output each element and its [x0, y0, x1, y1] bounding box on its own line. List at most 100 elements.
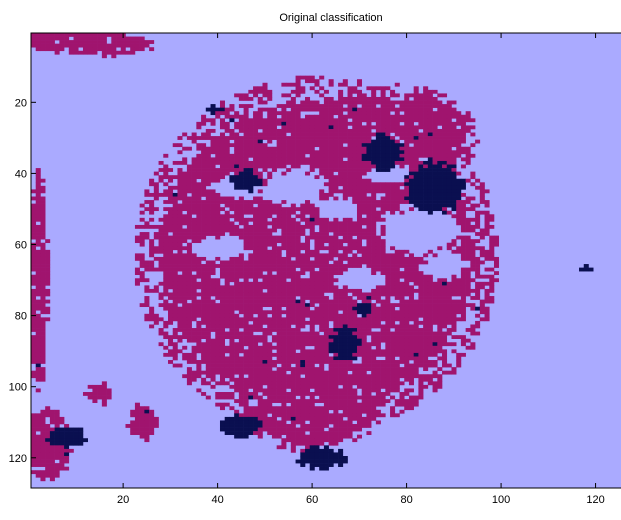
- heatmap-cell: [347, 121, 353, 126]
- heatmap-cell: [224, 157, 230, 162]
- heatmap-cell: [243, 285, 249, 290]
- heatmap-cell: [385, 381, 391, 386]
- heatmap-cell: [191, 292, 197, 297]
- heatmap-cell: [323, 171, 329, 176]
- heatmap-cell: [338, 125, 344, 130]
- heatmap-cell: [101, 388, 107, 393]
- heatmap-cell: [186, 324, 192, 329]
- heatmap-cell: [201, 136, 207, 140]
- heatmap-cell: [271, 360, 277, 364]
- heatmap-cell: [361, 402, 367, 407]
- heatmap-cell: [219, 221, 225, 226]
- heatmap-cell: [404, 111, 410, 116]
- heatmap-cell: [323, 395, 329, 400]
- heatmap-cell: [262, 160, 268, 165]
- heatmap-cell: [191, 224, 197, 229]
- heatmap-cell: [262, 278, 268, 283]
- heatmap-cell: [215, 320, 221, 325]
- heatmap-cell: [215, 153, 221, 158]
- heatmap-cell: [253, 381, 259, 386]
- heatmap-cell: [413, 264, 419, 268]
- heatmap-cell: [281, 370, 287, 375]
- heatmap-cell: [257, 267, 263, 272]
- heatmap-cell: [290, 128, 296, 133]
- heatmap-cell: [309, 399, 315, 403]
- heatmap-cell: [356, 224, 362, 229]
- heatmap-cell: [205, 288, 211, 293]
- heatmap-cell: [314, 232, 320, 236]
- heatmap-cell: [40, 271, 46, 276]
- heatmap-cell: [347, 104, 353, 108]
- heatmap-cell: [177, 328, 183, 332]
- heatmap-cell: [305, 157, 311, 162]
- heatmap-cell: [276, 203, 282, 208]
- heatmap-cell: [168, 313, 174, 318]
- heatmap-cell: [276, 132, 282, 137]
- heatmap-cell: [295, 143, 301, 148]
- heatmap-cell: [437, 192, 443, 197]
- heatmap-cell: [248, 349, 254, 354]
- heatmap-cell: [243, 342, 249, 347]
- heatmap-cell: [219, 153, 225, 158]
- heatmap-cell: [309, 370, 315, 375]
- heatmap-cell: [243, 232, 249, 236]
- heatmap-cell: [319, 143, 325, 148]
- heatmap-cell: [413, 299, 419, 304]
- heatmap-cell: [186, 267, 192, 272]
- heatmap-cell: [394, 150, 400, 155]
- heatmap-cell: [295, 303, 301, 308]
- heatmap-cell: [186, 146, 192, 151]
- heatmap-cell: [234, 413, 240, 418]
- heatmap-cell: [267, 360, 273, 364]
- heatmap-cell: [31, 310, 37, 315]
- heatmap-cell: [163, 175, 169, 180]
- heatmap-cell: [196, 360, 202, 364]
- heatmap-cell: [182, 267, 188, 272]
- heatmap-cell: [328, 413, 334, 418]
- heatmap-cell: [267, 402, 273, 407]
- heatmap-cell: [267, 381, 273, 386]
- heatmap-cell: [460, 285, 466, 290]
- heatmap-cell: [290, 203, 296, 208]
- heatmap-cell: [257, 207, 263, 212]
- heatmap-cell: [238, 136, 244, 140]
- heatmap-cell: [385, 281, 391, 286]
- heatmap-cell: [305, 235, 311, 240]
- heatmap-cell: [361, 235, 367, 240]
- heatmap-cell: [328, 392, 334, 396]
- heatmap-cell: [243, 406, 249, 411]
- heatmap-cell: [356, 416, 362, 421]
- heatmap-cell: [168, 224, 174, 229]
- heatmap-cell: [149, 200, 155, 204]
- heatmap-cell: [361, 96, 367, 101]
- heatmap-cell: [205, 320, 211, 325]
- heatmap-cell: [446, 342, 452, 347]
- heatmap-cell: [323, 107, 329, 112]
- heatmap-cell: [177, 313, 183, 318]
- heatmap-cell: [153, 313, 159, 318]
- heatmap-cell: [361, 399, 367, 403]
- heatmap-cell: [390, 338, 396, 343]
- heatmap-cell: [196, 345, 202, 350]
- heatmap-cell: [328, 143, 334, 148]
- heatmap-cell: [267, 203, 273, 208]
- heatmap-cell: [314, 356, 320, 361]
- heatmap-cell: [40, 367, 46, 371]
- heatmap-cell: [375, 292, 381, 297]
- heatmap-cell: [205, 160, 211, 165]
- heatmap-cell: [404, 200, 410, 204]
- heatmap-cell: [257, 320, 263, 325]
- heatmap-cell: [40, 267, 46, 272]
- heatmap-cell: [243, 203, 249, 208]
- heatmap-cell: [446, 296, 452, 300]
- heatmap-cell: [451, 125, 457, 130]
- heatmap-cell: [177, 160, 183, 165]
- heatmap-cell: [361, 104, 367, 108]
- heatmap-cell: [286, 125, 292, 130]
- heatmap-cell: [366, 360, 372, 364]
- heatmap-cell: [437, 381, 443, 386]
- heatmap-cell: [399, 399, 405, 403]
- heatmap-cell: [139, 260, 145, 265]
- heatmap-cell: [432, 118, 438, 123]
- heatmap-cell: [40, 296, 46, 300]
